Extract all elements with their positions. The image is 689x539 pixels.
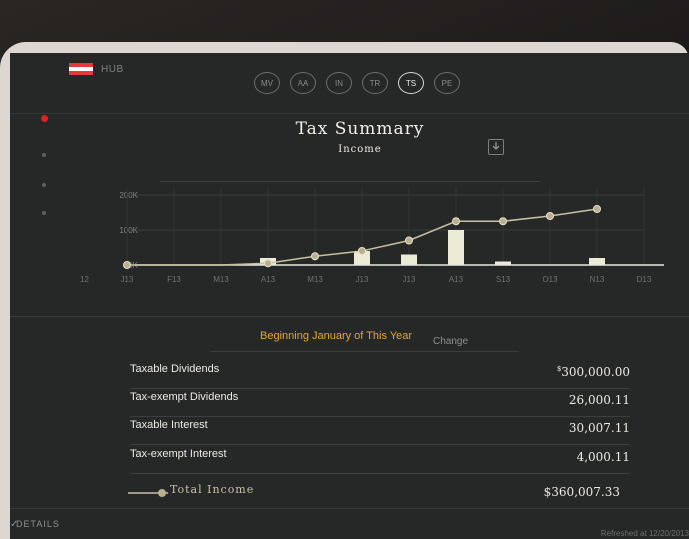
chart-point (452, 217, 460, 226)
title-divider (160, 181, 540, 182)
summary-row: Taxable Interest 30,007.11 (130, 419, 630, 445)
chart-point (123, 261, 131, 269)
tab-ts[interactable]: TS (398, 72, 424, 94)
row-value: 26,000.11 (568, 393, 630, 407)
chart-point (546, 212, 554, 220)
page-indicator (38, 111, 50, 271)
total-income-value: $360,007.33 (543, 485, 620, 499)
row-label: Tax-exempt Dividends (130, 391, 239, 403)
y-tick-label: 200K (119, 191, 138, 200)
summary-row: Tax-exempt Interest 4,000.11 (130, 448, 630, 474)
tab-aa[interactable]: AA (290, 72, 316, 94)
page-indicator-dot-active[interactable] (41, 115, 48, 122)
header-divider (10, 113, 689, 114)
x-tick-label: 2012 (80, 275, 89, 284)
x-tick-label: S13 (496, 275, 511, 284)
chart-divider (10, 316, 689, 317)
x-tick-label: N13 (590, 275, 605, 284)
row-label: Taxable Dividends (130, 363, 220, 375)
x-tick-label: A13 (449, 275, 464, 284)
details-button[interactable]: DETAILS (16, 519, 60, 529)
tablet-screen: HUB MV AA IN TR TS PE Tax Summary Income… (10, 53, 689, 539)
x-tick-label: M13 (213, 275, 229, 284)
page-subtitle: Income (338, 144, 382, 155)
chart-point (593, 205, 601, 213)
x-tick-label: M13 (307, 275, 323, 284)
tab-tr[interactable]: TR (362, 72, 388, 94)
chart-bar (448, 230, 464, 265)
income-chart: 0K100K200K2012J13F13M13A13M13J13J13A13S1… (80, 187, 664, 284)
row-value: 30,007.11 (568, 421, 630, 435)
row-divider (130, 388, 630, 389)
x-tick-label: A13 (261, 275, 276, 284)
row-divider (130, 444, 630, 445)
page-indicator-dot[interactable] (42, 211, 46, 215)
summary-row: Taxable Dividends $300,000.00 (130, 363, 630, 389)
x-tick-label: F13 (167, 275, 181, 284)
chart-point (358, 247, 366, 255)
chart-point (499, 217, 507, 226)
flag-stripe-bottom (69, 71, 93, 75)
x-tick-label: J13 (403, 275, 416, 284)
row-value: 4,000.11 (576, 450, 630, 464)
tab-mv[interactable]: MV (254, 72, 280, 94)
row-divider (130, 473, 630, 474)
flag-icon[interactable] (69, 63, 93, 75)
chart-bar (589, 258, 605, 265)
row-value: $300,000.00 (556, 365, 630, 379)
refreshed-timestamp: Refreshed at 12/20/2013 (600, 529, 689, 538)
x-tick-label: O13 (542, 275, 558, 284)
chart-point (311, 252, 319, 261)
period-divider (210, 351, 519, 352)
x-tick-label: J13 (356, 275, 369, 284)
hub-link[interactable]: HUB (101, 64, 124, 75)
y-tick-label: 100K (119, 226, 138, 235)
footer-divider (10, 508, 689, 509)
chart-point (264, 259, 272, 268)
x-tick-label: J13 (121, 275, 134, 284)
period-label: Beginning January of This Year (260, 330, 413, 342)
row-label: Tax-exempt Interest (130, 448, 227, 460)
section-tabs: MV AA IN TR TS PE (254, 72, 460, 94)
total-income-label: Total Income (170, 483, 255, 496)
flag-stripe-middle (69, 67, 93, 71)
flag-stripe-top (69, 63, 93, 67)
page-title: Tax Summary (295, 119, 425, 139)
tab-pe[interactable]: PE (434, 72, 460, 94)
total-legend-icon (128, 489, 168, 497)
chart-bar (401, 254, 417, 265)
row-divider (130, 416, 630, 417)
tab-in[interactable]: IN (326, 72, 352, 94)
download-icon[interactable] (488, 139, 504, 155)
page-indicator-dot[interactable] (42, 153, 46, 157)
row-label: Taxable Interest (130, 419, 208, 431)
change-period-link[interactable]: Change (433, 336, 469, 347)
check-icon: ✓ (10, 519, 19, 530)
chart-bar (495, 261, 511, 265)
chart-bar (354, 251, 370, 265)
page-indicator-dot[interactable] (42, 183, 46, 187)
chart-point (405, 236, 413, 245)
summary-row: Tax-exempt Dividends 26,000.11 (130, 391, 630, 417)
x-tick-label: D13 (637, 275, 652, 284)
